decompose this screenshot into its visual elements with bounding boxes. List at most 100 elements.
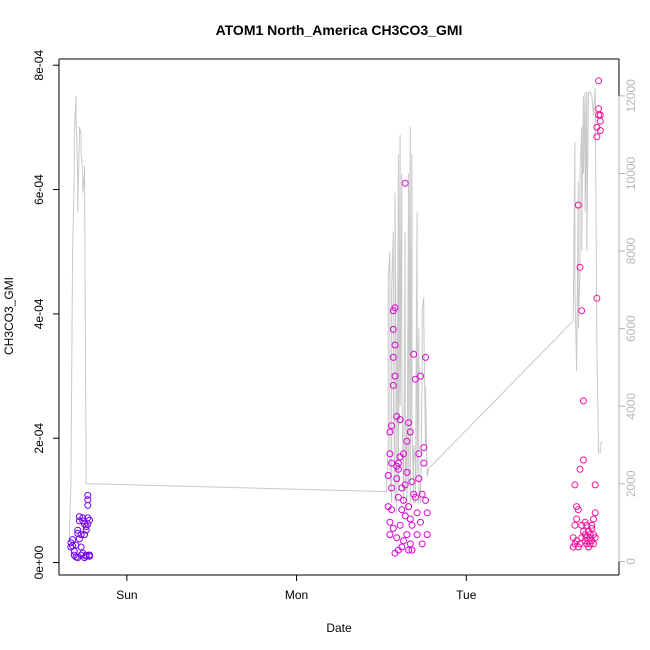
data-point [77, 543, 85, 551]
data-point [398, 506, 406, 514]
data-point [596, 127, 604, 134]
data-point [576, 263, 584, 271]
data-point [411, 375, 419, 383]
y-tick-label: 8e-04 [32, 50, 46, 81]
y-tick-label: 4e-04 [32, 298, 46, 329]
data-point [574, 506, 582, 514]
data-point [391, 304, 399, 312]
y2-tick-label: 12000 [624, 79, 638, 113]
data-point [590, 540, 597, 548]
y2-tick-label: 4000 [624, 393, 638, 420]
y2-tick-label: 10000 [624, 156, 638, 190]
data-point [386, 531, 394, 539]
data-point [84, 491, 92, 499]
x-tick-label: Sun [116, 588, 137, 602]
data-point [400, 450, 407, 458]
data-point [576, 540, 584, 548]
data-point [410, 350, 418, 358]
x-axis-title: Date [326, 621, 352, 635]
data-point [420, 444, 428, 452]
data-point [593, 294, 601, 302]
data-point [393, 475, 401, 483]
y-axis-title: CH3CO3_GMI [2, 277, 16, 355]
data-point [578, 307, 586, 315]
data-point [400, 496, 407, 504]
data-point [590, 515, 597, 523]
data-point [408, 521, 416, 529]
data-point [86, 516, 93, 524]
data-point [415, 475, 423, 483]
data-point [413, 509, 421, 517]
data-point [77, 531, 85, 539]
chart-title: ATOM1 North_America CH3CO3_GMI [216, 22, 463, 38]
data-point [411, 493, 419, 501]
data-point [586, 531, 594, 539]
data-point [596, 111, 604, 119]
points-layer [67, 77, 604, 562]
data-point [386, 518, 394, 526]
y2-tick-label: 6000 [624, 315, 638, 342]
data-point [401, 481, 409, 489]
data-point [408, 546, 416, 554]
data-point [595, 77, 603, 85]
data-point [82, 526, 90, 534]
data-point [406, 540, 414, 548]
data-point [420, 459, 428, 467]
data-point [84, 496, 92, 504]
data-point [571, 521, 579, 529]
data-point [588, 524, 596, 532]
altitude-line-layer [68, 88, 603, 543]
data-point [571, 481, 579, 489]
data-point [388, 459, 396, 467]
y2-tick-label: 0 [624, 558, 638, 565]
data-point [408, 478, 416, 486]
data-point [75, 513, 83, 521]
data-point [417, 372, 424, 380]
data-point [573, 515, 581, 523]
data-point [394, 493, 402, 501]
x-tick-label: Tue [456, 588, 477, 602]
data-point [393, 534, 401, 542]
data-point [389, 381, 397, 389]
data-point [593, 133, 601, 141]
data-point [81, 531, 88, 539]
data-point [386, 428, 394, 436]
data-point [394, 465, 402, 473]
data-point [384, 472, 392, 479]
data-point [75, 535, 83, 543]
data-point [386, 450, 394, 458]
data-point [413, 531, 421, 539]
data-point [591, 509, 599, 517]
data-point [418, 490, 426, 498]
y2-tick-label: 2000 [624, 470, 638, 497]
altitude-line-0 [68, 88, 603, 543]
data-point [423, 531, 431, 539]
data-point [595, 105, 603, 113]
data-point [583, 521, 591, 529]
data-point [405, 419, 413, 427]
data-point [401, 179, 409, 187]
data-point [415, 450, 423, 458]
data-point [588, 521, 596, 529]
y2-tick-label: 8000 [624, 237, 638, 264]
data-point [86, 551, 93, 559]
data-point [74, 526, 82, 534]
data-point [406, 428, 414, 436]
data-point [388, 422, 396, 430]
axes-layer: 0e+00 2e-04 4e-04 6e-04 8e-04 Sun Mon Tue 0 2000 4… [32, 50, 638, 602]
data-point [422, 496, 429, 504]
data-point [579, 456, 587, 464]
x-tick-label: Mon [285, 588, 308, 602]
data-point [403, 437, 411, 445]
data-point [403, 531, 411, 539]
data-point [79, 514, 87, 522]
data-point [388, 484, 396, 492]
data-point [388, 506, 396, 514]
data-point [591, 534, 599, 542]
data-point [405, 503, 413, 511]
data-point [574, 201, 582, 209]
data-point [82, 551, 90, 559]
data-point [406, 515, 414, 523]
data-point [403, 468, 411, 476]
